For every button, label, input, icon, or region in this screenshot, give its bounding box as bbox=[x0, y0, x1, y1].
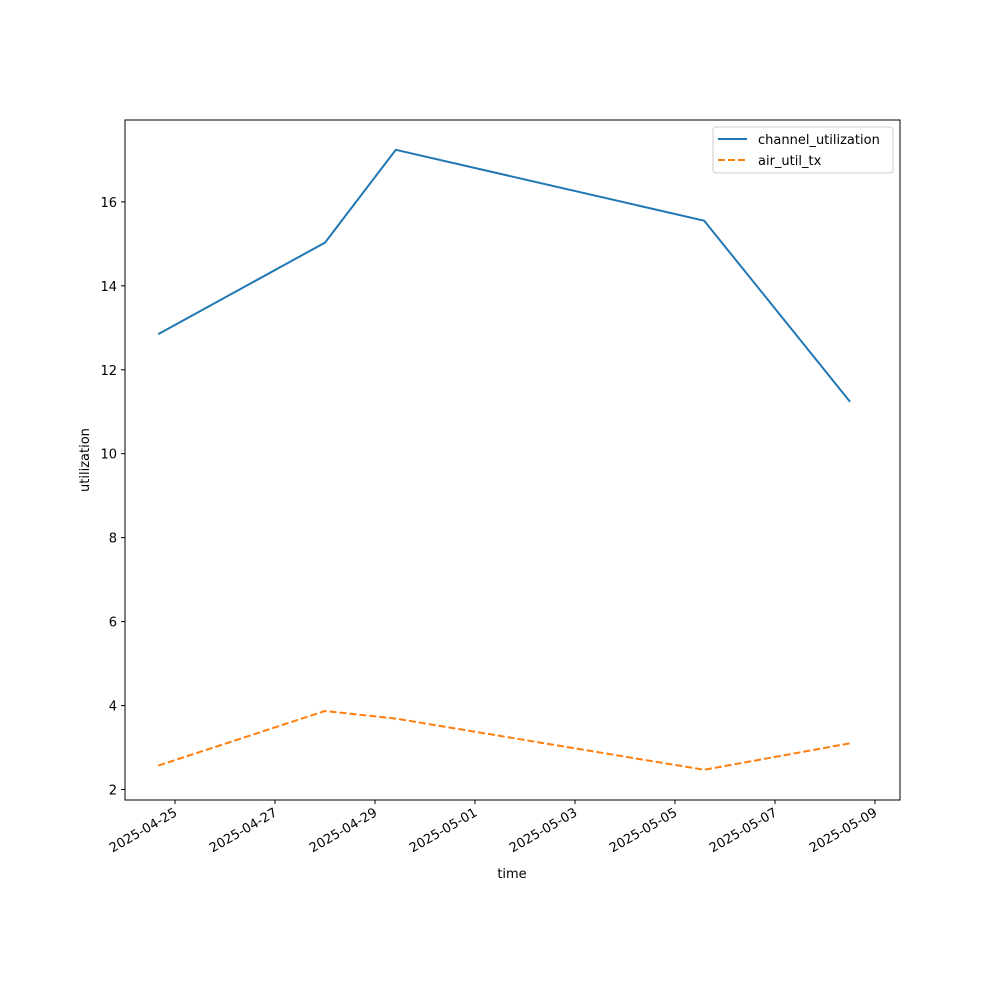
legend-label-channel-utilization: channel_utilization bbox=[758, 133, 880, 148]
series-line-channel-utilization bbox=[157, 148, 851, 403]
legend-box bbox=[712, 126, 894, 174]
y-tick-label: 6 bbox=[109, 616, 117, 631]
data-point-air-util-tx-1 bbox=[324, 710, 326, 712]
legend-label-air-util-tx: air_util_tx bbox=[758, 154, 822, 169]
y-tick-label: 2 bbox=[109, 784, 117, 799]
data-point-channel-utilization-3 bbox=[703, 220, 705, 222]
data-point-air-util-tx-4 bbox=[849, 742, 851, 744]
y-tick-label: 16 bbox=[100, 196, 117, 211]
legend: channel_utilization air_util_tx bbox=[712, 126, 894, 174]
y-axis: 2 4 6 8 10 12 14 16 bbox=[100, 196, 125, 799]
y-tick-label: 4 bbox=[109, 700, 117, 715]
y-tick-label: 12 bbox=[100, 364, 117, 379]
y-axis-label: utilization bbox=[78, 428, 93, 492]
data-point-channel-utilization-2 bbox=[395, 149, 397, 151]
plot-frame bbox=[124, 119, 901, 801]
y-tick-label: 14 bbox=[100, 280, 117, 295]
x-axis-label: time bbox=[497, 867, 526, 882]
data-point-air-util-tx-2 bbox=[395, 717, 397, 719]
y-tick-label: 8 bbox=[109, 532, 117, 547]
data-point-air-util-tx-0 bbox=[157, 764, 159, 766]
data-point-channel-utilization-1 bbox=[324, 241, 326, 243]
y-tick-label: 10 bbox=[100, 448, 117, 463]
data-point-air-util-tx-3 bbox=[703, 769, 705, 771]
data-point-channel-utilization-4 bbox=[849, 400, 851, 402]
series-layer bbox=[157, 148, 851, 771]
series-line-air-util-tx bbox=[157, 710, 851, 771]
data-point-channel-utilization-0 bbox=[157, 333, 159, 335]
